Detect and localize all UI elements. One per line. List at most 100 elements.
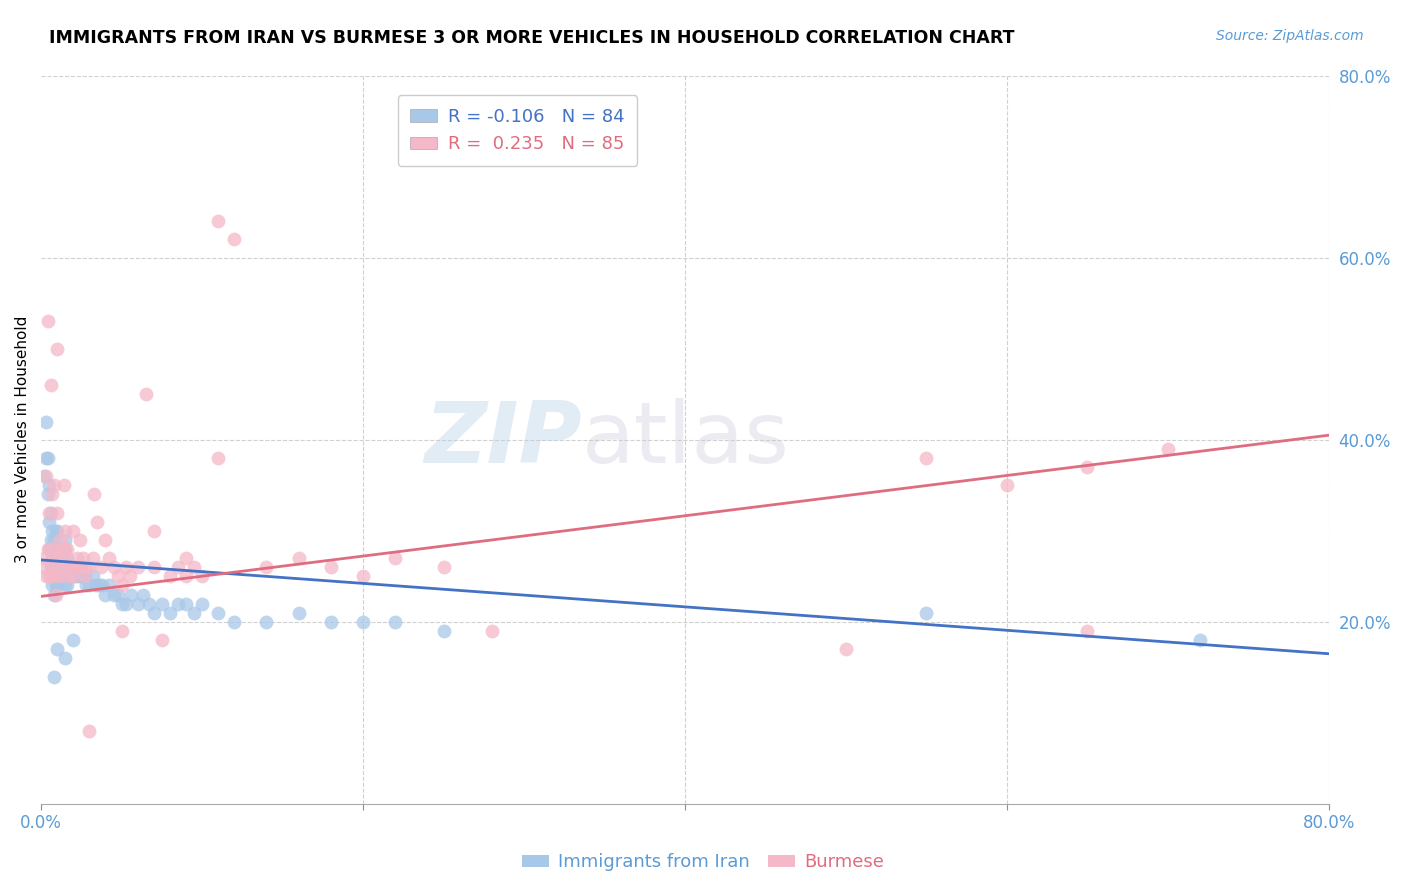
Point bbox=[42, 569, 65, 583]
Point bbox=[48, 551, 70, 566]
Point bbox=[56, 578, 79, 592]
Point bbox=[42, 533, 65, 547]
Point bbox=[41, 524, 63, 538]
Point bbox=[174, 569, 197, 583]
Point bbox=[37, 314, 59, 328]
Point bbox=[41, 551, 63, 566]
Point bbox=[35, 569, 58, 583]
Point bbox=[41, 560, 63, 574]
Point bbox=[62, 560, 84, 574]
Point bbox=[52, 569, 75, 583]
Point bbox=[1188, 633, 1211, 648]
Point bbox=[110, 597, 132, 611]
Point bbox=[319, 560, 342, 574]
Text: atlas: atlas bbox=[582, 398, 790, 482]
Point bbox=[915, 450, 938, 465]
Point bbox=[79, 578, 101, 592]
Point bbox=[51, 560, 73, 574]
Point bbox=[150, 633, 173, 648]
Point bbox=[115, 560, 138, 574]
Point bbox=[49, 551, 72, 566]
Point bbox=[110, 624, 132, 638]
Point bbox=[84, 578, 107, 592]
Point bbox=[224, 232, 246, 246]
Point bbox=[56, 551, 79, 566]
Point bbox=[183, 560, 205, 574]
Point bbox=[39, 569, 62, 583]
Point bbox=[45, 588, 67, 602]
Point bbox=[49, 533, 72, 547]
Point bbox=[59, 560, 82, 574]
Point bbox=[58, 569, 80, 583]
Point bbox=[207, 214, 229, 228]
Point bbox=[42, 669, 65, 683]
Point bbox=[41, 487, 63, 501]
Point bbox=[48, 541, 70, 556]
Point bbox=[127, 560, 149, 574]
Point bbox=[224, 615, 246, 629]
Point bbox=[69, 533, 91, 547]
Point bbox=[73, 569, 96, 583]
Point bbox=[115, 597, 138, 611]
Point bbox=[34, 551, 56, 566]
Point bbox=[142, 560, 165, 574]
Point bbox=[65, 551, 87, 566]
Point bbox=[46, 642, 69, 657]
Point bbox=[94, 588, 117, 602]
Point bbox=[45, 551, 67, 566]
Point bbox=[38, 515, 60, 529]
Point bbox=[86, 515, 108, 529]
Point bbox=[1076, 624, 1098, 638]
Point bbox=[31, 560, 53, 574]
Point bbox=[60, 560, 83, 574]
Point bbox=[70, 569, 93, 583]
Point bbox=[46, 551, 69, 566]
Point bbox=[207, 450, 229, 465]
Point bbox=[120, 588, 142, 602]
Point bbox=[481, 624, 503, 638]
Point bbox=[45, 578, 67, 592]
Point bbox=[62, 633, 84, 648]
Point bbox=[51, 541, 73, 556]
Point bbox=[82, 551, 104, 566]
Point bbox=[62, 569, 84, 583]
Point bbox=[46, 506, 69, 520]
Point bbox=[46, 578, 69, 592]
Point bbox=[52, 541, 75, 556]
Point bbox=[256, 615, 278, 629]
Point bbox=[59, 560, 82, 574]
Point bbox=[35, 450, 58, 465]
Point bbox=[39, 378, 62, 392]
Point bbox=[53, 533, 76, 547]
Point bbox=[107, 569, 129, 583]
Point bbox=[87, 578, 110, 592]
Point bbox=[107, 588, 129, 602]
Point bbox=[287, 551, 309, 566]
Point bbox=[70, 560, 93, 574]
Point bbox=[256, 560, 278, 574]
Point bbox=[35, 415, 58, 429]
Point bbox=[42, 478, 65, 492]
Point bbox=[69, 560, 91, 574]
Point bbox=[51, 569, 73, 583]
Point bbox=[82, 569, 104, 583]
Point bbox=[83, 487, 105, 501]
Point bbox=[49, 569, 72, 583]
Point bbox=[37, 450, 59, 465]
Point bbox=[62, 524, 84, 538]
Text: ZIP: ZIP bbox=[425, 398, 582, 482]
Y-axis label: 3 or more Vehicles in Household: 3 or more Vehicles in Household bbox=[15, 316, 30, 564]
Point bbox=[45, 551, 67, 566]
Point bbox=[142, 606, 165, 620]
Point bbox=[51, 551, 73, 566]
Point bbox=[75, 578, 97, 592]
Point bbox=[127, 597, 149, 611]
Point bbox=[110, 578, 132, 592]
Point bbox=[150, 597, 173, 611]
Point bbox=[79, 560, 101, 574]
Point bbox=[1157, 442, 1180, 456]
Point bbox=[75, 560, 97, 574]
Point bbox=[39, 541, 62, 556]
Point bbox=[432, 624, 454, 638]
Legend: R = -0.106   N = 84, R =  0.235   N = 85: R = -0.106 N = 84, R = 0.235 N = 85 bbox=[398, 95, 637, 166]
